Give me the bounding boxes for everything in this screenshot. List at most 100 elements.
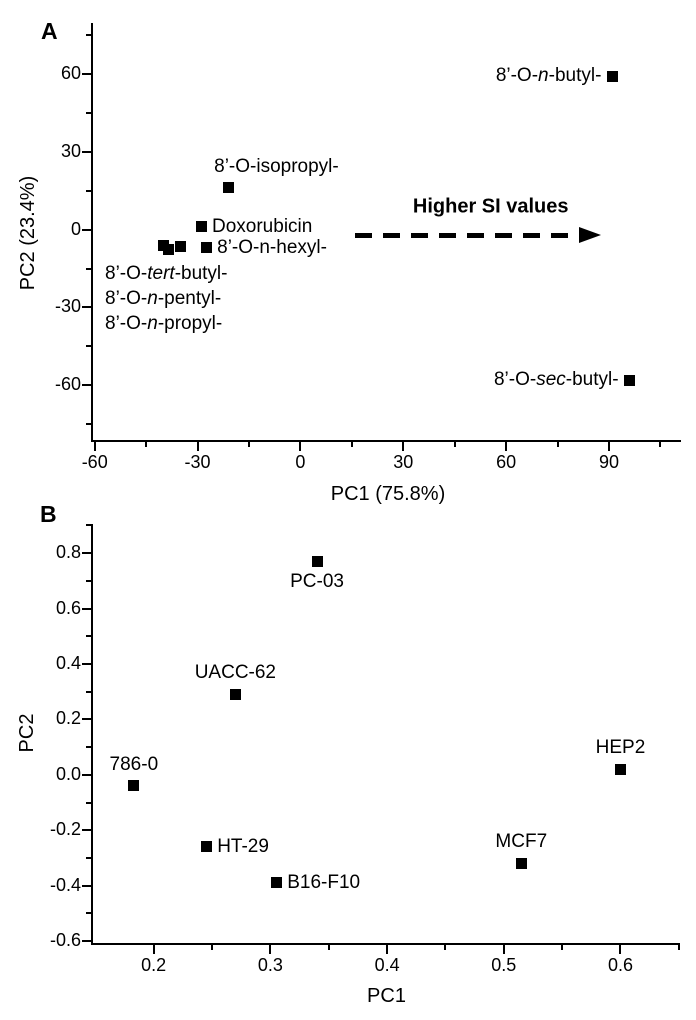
- x-tick-label: 0.3: [257, 955, 283, 975]
- x-minor-tick: [444, 945, 447, 950]
- y-axis-line: [91, 524, 93, 945]
- point-label: UACC-62: [194, 662, 277, 684]
- x-minor-tick: [561, 945, 564, 950]
- cluster-label-line: 8’-O-n-pentyl-: [105, 287, 222, 309]
- point-label: HT-29: [217, 835, 269, 857]
- x-major-tick: [196, 442, 199, 451]
- y-major-tick: [82, 72, 91, 75]
- data-point: [162, 243, 174, 255]
- point-label: 786-0: [109, 754, 159, 776]
- point-label: 8’-O-n-butyl-: [495, 65, 602, 87]
- y-major-tick: [82, 150, 91, 153]
- data-point: [614, 763, 626, 775]
- y-tick-label: 0.8: [55, 542, 81, 563]
- y-minor-tick: [86, 267, 91, 270]
- x-minor-tick: [145, 442, 148, 447]
- y-axis-line: [91, 23, 93, 442]
- data-point: [195, 221, 207, 233]
- point-label: MCF7: [495, 831, 548, 853]
- cluster-label-line: 8’-O-n-propyl-: [105, 312, 223, 334]
- x-major-tick: [152, 945, 155, 954]
- point-label: 8’-O-isopropyl-: [214, 156, 339, 178]
- y-tick-label: 60: [60, 62, 81, 83]
- x-tick-label: 0.5: [491, 955, 517, 975]
- x-major-tick: [619, 945, 622, 954]
- y-minor-tick: [86, 635, 91, 638]
- x-tick-label: -30: [184, 452, 211, 472]
- y-major-tick: [82, 829, 91, 832]
- x-major-tick: [386, 945, 389, 954]
- data-point: [624, 374, 636, 386]
- y-minor-tick: [86, 189, 91, 192]
- x-tick-label: 90: [598, 452, 620, 472]
- point-label: Doxorubicin: [212, 216, 313, 238]
- y-tick-label: -0.4: [49, 874, 81, 895]
- si-arrow-text: Higher SI values: [412, 195, 569, 218]
- y-tick-label: 0.4: [55, 652, 81, 673]
- plot-a-y-axis-title: PC2 (23.4%): [17, 175, 39, 291]
- x-tick-label: 0.2: [141, 955, 167, 975]
- data-point: [200, 841, 212, 853]
- y-major-tick: [82, 662, 91, 665]
- y-major-tick: [82, 228, 91, 231]
- point-label: 8’-O-n-hexyl-: [217, 236, 327, 258]
- x-major-tick: [93, 442, 96, 451]
- y-minor-tick: [86, 912, 91, 915]
- data-point: [606, 70, 618, 82]
- data-point: [128, 780, 140, 792]
- data-point: [222, 182, 234, 194]
- y-minor-tick: [86, 33, 91, 36]
- panel-label-a: A: [41, 18, 58, 44]
- data-point: [200, 242, 212, 254]
- y-minor-tick: [86, 856, 91, 859]
- cluster-label-line: 8’-O-tert-butyl-: [105, 262, 228, 284]
- x-tick-label: 0.6: [607, 955, 633, 975]
- data-point: [270, 877, 282, 889]
- y-tick-label: -0.2: [49, 819, 81, 840]
- x-minor-tick: [350, 442, 353, 447]
- plot-b-y-axis-title: PC2: [16, 713, 38, 753]
- y-tick-label: 0.0: [55, 763, 81, 784]
- x-major-tick: [299, 442, 302, 451]
- y-major-tick: [82, 773, 91, 776]
- y-minor-tick: [86, 111, 91, 114]
- y-minor-tick: [86, 579, 91, 582]
- panel-label-b: B: [40, 501, 57, 527]
- x-axis-line: [91, 440, 681, 442]
- y-minor-tick: [86, 524, 91, 527]
- y-tick-label: -0.6: [49, 930, 81, 951]
- y-minor-tick: [86, 423, 91, 426]
- x-tick-label: 30: [393, 452, 414, 472]
- plot-b-x-axis-title: PC1: [367, 985, 406, 1007]
- x-major-tick: [608, 442, 610, 451]
- x-minor-tick: [556, 442, 559, 447]
- y-major-tick: [82, 940, 91, 943]
- point-label: HEP2: [595, 737, 646, 759]
- x-tick-label: 60: [496, 452, 517, 472]
- x-minor-tick: [211, 945, 214, 950]
- data-point: [174, 240, 186, 252]
- y-major-tick: [82, 552, 91, 555]
- y-major-tick: [82, 718, 91, 721]
- x-minor-tick: [453, 442, 456, 447]
- y-tick-label: 30: [60, 140, 81, 161]
- x-minor-tick: [677, 945, 680, 950]
- y-tick-label: 0.2: [55, 708, 81, 729]
- y-minor-tick: [86, 690, 91, 693]
- data-point: [515, 857, 527, 869]
- y-major-tick: [82, 607, 91, 610]
- y-minor-tick: [86, 345, 91, 348]
- y-major-tick: [82, 884, 91, 887]
- si-arrow-dashes: [355, 232, 579, 238]
- plot-a-x-axis-title: PC1 (75.8%): [330, 483, 446, 505]
- x-major-tick: [505, 442, 508, 451]
- x-minor-tick: [248, 442, 250, 447]
- y-major-tick: [82, 306, 91, 309]
- y-minor-tick: [86, 746, 91, 749]
- y-tick-label: 0: [70, 218, 81, 239]
- data-point: [229, 688, 241, 700]
- y-tick-label: 0.6: [55, 597, 81, 618]
- data-point: [311, 555, 323, 567]
